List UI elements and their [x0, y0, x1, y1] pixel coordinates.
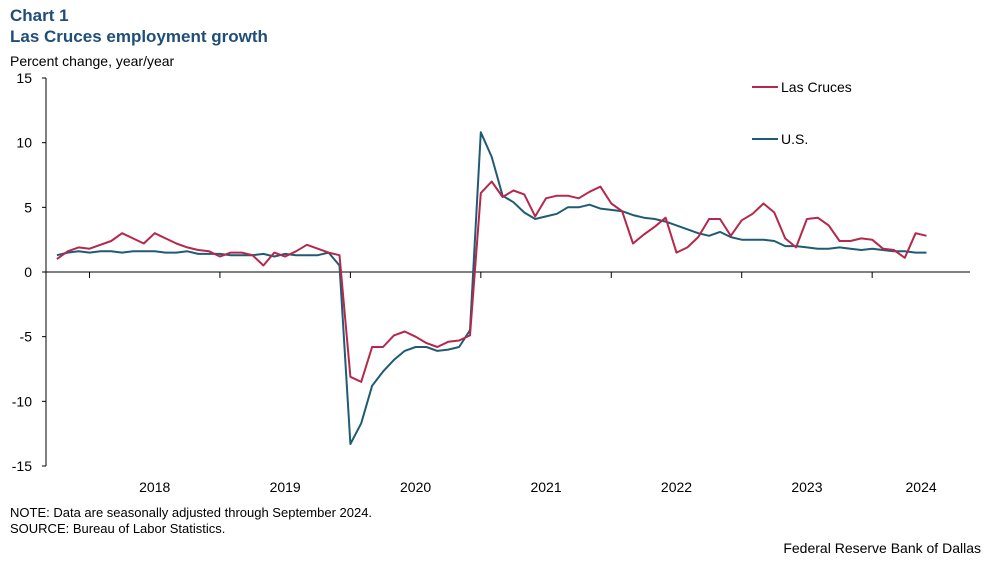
y-tick-label: -10 [12, 393, 32, 409]
chart-title: Las Cruces employment growth [10, 27, 268, 46]
y-tick-label: 5 [24, 199, 32, 215]
series-line-us [56, 131, 927, 445]
x-tick-label-2023: 2023 [791, 479, 822, 495]
legend-label-las-cruces: Las Cruces [781, 79, 852, 95]
y-tick-label: 0 [24, 264, 32, 280]
y-tick-label: 10 [16, 135, 32, 151]
x-tick-label-2020: 2020 [400, 479, 431, 495]
credit-text: Federal Reserve Bank of Dallas [783, 540, 981, 556]
y-tick-label: 15 [16, 70, 32, 86]
y-axis-unit-label: Percent change, year/year [10, 53, 175, 69]
x-tick-label-2022: 2022 [661, 479, 692, 495]
x-tick-label-2019: 2019 [270, 479, 301, 495]
y-tick-label: -15 [12, 458, 32, 474]
note-text: NOTE: Data are seasonally adjusted throu… [10, 505, 373, 520]
notes: NOTE: Data are seasonally adjusted throu… [10, 505, 372, 537]
series-line-las-cruces [56, 180, 927, 383]
source-text: SOURCE: Bureau of Labor Statistics. [10, 521, 226, 536]
chart-label: Chart 1 [10, 6, 69, 25]
x-tick-label-2018: 2018 [139, 479, 170, 495]
y-tick-label: -5 [20, 329, 33, 345]
line-chart: 15 10 5 0 -5 -10 -15 2018 2019 2020 2021 2022 2023 20… [12, 70, 970, 495]
x-tick-label-2021: 2021 [530, 479, 561, 495]
title-block: Chart 1 Las Cruces employment growth [10, 6, 268, 47]
x-tick-label-2024: 2024 [906, 479, 937, 495]
legend-label-us: U.S. [781, 131, 808, 147]
